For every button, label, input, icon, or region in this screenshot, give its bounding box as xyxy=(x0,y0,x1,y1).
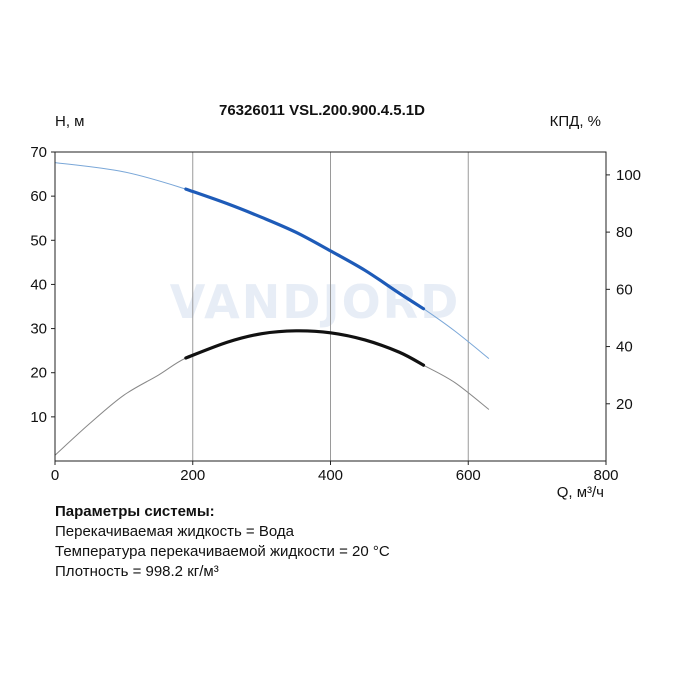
y-axis-right-title: КПД, % xyxy=(550,113,601,130)
tick-labels: 0 200 400 600 800 10 20 30 40 50 60 70 20 40 60 80 100 xyxy=(30,144,641,484)
y-left-tick-label-60: 60 xyxy=(30,188,47,205)
param-density: Плотность = 998.2 кг/м³ xyxy=(55,563,219,580)
chart-title: 76326011 VSL.200.900.4.5.1D xyxy=(219,102,425,119)
x-axis-title: Q, м³/ч xyxy=(557,484,604,501)
system-parameters-title: Параметры системы: xyxy=(55,503,215,520)
y-left-tick-label-10: 10 xyxy=(30,409,47,426)
x-tick-label-600: 600 xyxy=(456,467,481,484)
y-left-tick-label-30: 30 xyxy=(30,321,47,338)
x-tick-label-800: 800 xyxy=(593,467,618,484)
x-tick-label-0: 0 xyxy=(51,467,59,484)
y-right-tick-label-20: 20 xyxy=(616,396,633,413)
x-tick-label-200: 200 xyxy=(180,467,205,484)
y-right-tick-label-100: 100 xyxy=(616,167,641,184)
efficiency-curve-operating xyxy=(184,329,426,367)
watermark-logo: VANDJORD xyxy=(170,275,461,329)
y-axis-left-title: H, м xyxy=(55,113,84,130)
x-tick-label-400: 400 xyxy=(318,467,343,484)
system-parameters: Параметры системы: Перекачиваемая жидкос… xyxy=(55,502,390,582)
axes xyxy=(51,151,610,465)
y-left-tick-label-70: 70 xyxy=(30,144,47,161)
y-right-tick-label-80: 80 xyxy=(616,224,633,241)
curves xyxy=(54,162,490,456)
y-right-tick-label-60: 60 xyxy=(616,281,633,298)
param-temperature: Температура перекачиваемой жидкости = 20… xyxy=(55,543,390,560)
param-liquid: Перекачиваемая жидкость = Вода xyxy=(55,523,294,540)
head-curve-full xyxy=(54,162,490,359)
head-curve-operating xyxy=(184,187,426,311)
efficiency-curve-full xyxy=(54,330,490,456)
grid-lines xyxy=(192,152,469,461)
y-left-tick-label-20: 20 xyxy=(30,365,47,382)
y-left-tick-label-50: 50 xyxy=(30,232,47,249)
y-right-tick-label-40: 40 xyxy=(616,339,633,356)
y-left-tick-label-40: 40 xyxy=(30,276,47,293)
